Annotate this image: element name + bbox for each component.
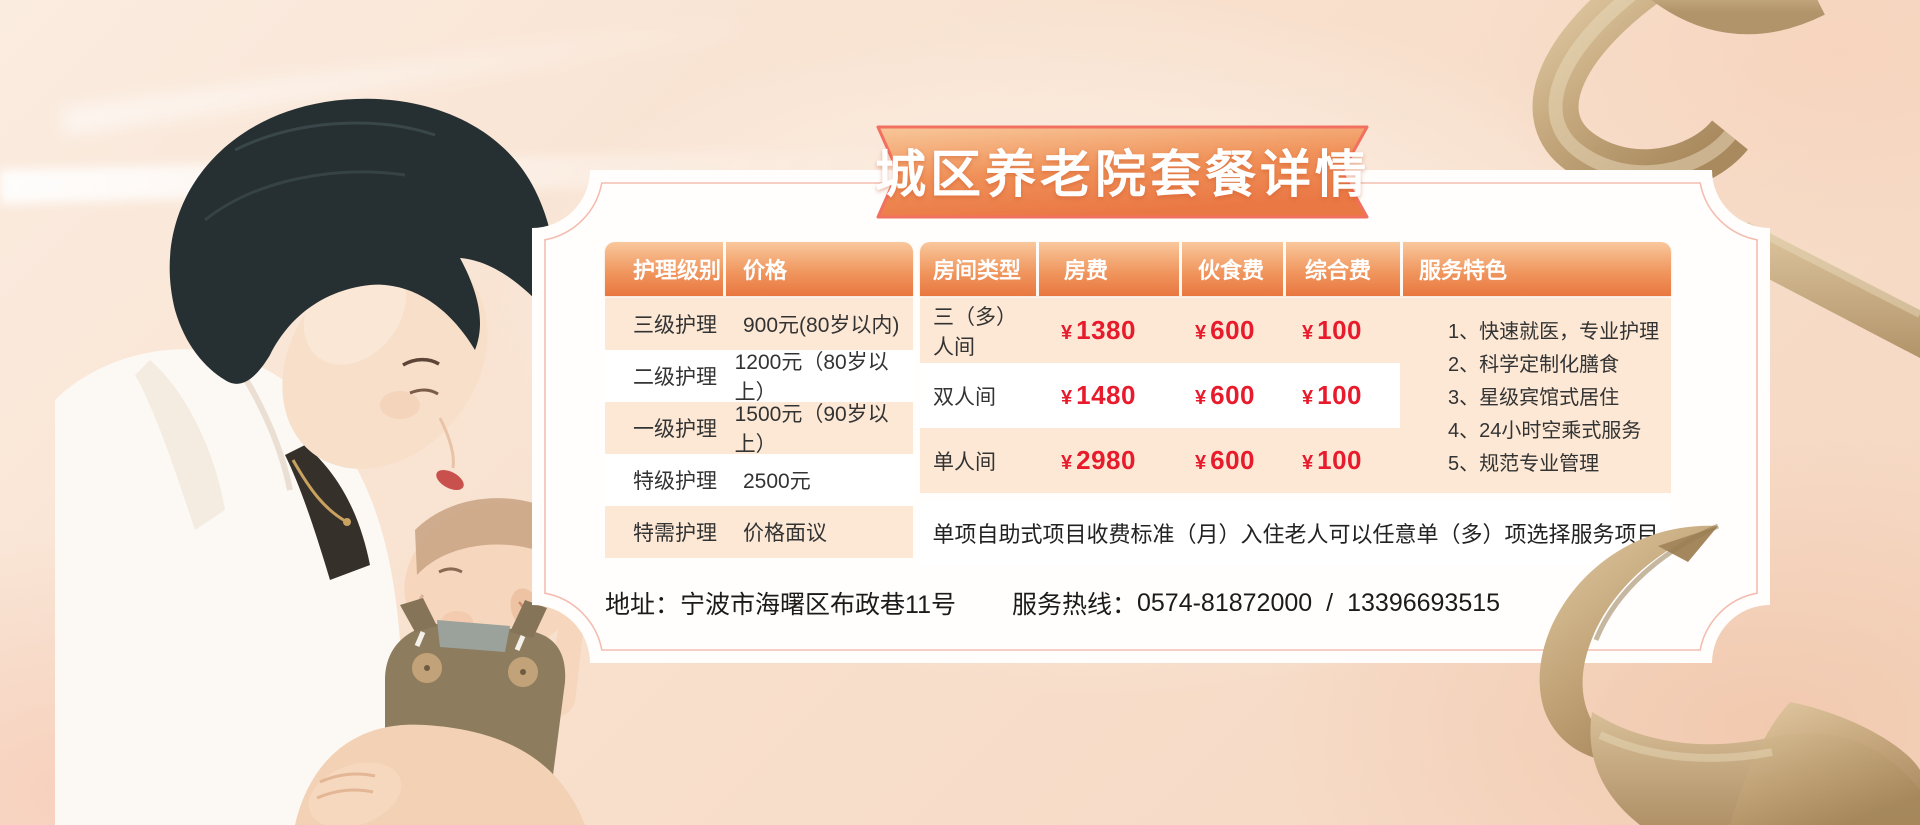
room-row: 单人间 ¥2980 ¥600 ¥100 <box>920 428 1400 493</box>
dark-shirt <box>285 445 370 580</box>
room-table-body: 三（多）人间 ¥1380 ¥600 ¥100 双人间 ¥1480 ¥600 ¥1… <box>920 298 1671 493</box>
room-row: 双人间 ¥1480 ¥600 ¥100 <box>920 363 1400 428</box>
caregiver-hair <box>169 98 555 384</box>
top-right-ribbon-curl <box>1532 0 1825 196</box>
phone-separator: / <box>1326 588 1334 617</box>
phone-number-2: 13396693515 <box>1347 588 1501 617</box>
yuan-sign: ¥ <box>1195 322 1207 344</box>
care-price-cell: 价格面议 <box>743 522 827 545</box>
phone-number-1: 0574-81872000 <box>1136 588 1313 617</box>
service-features-list: 1、快速就医，专业护理 2、科学定制化膳食 3、星级宾馆式居住 4、24小时空乘… <box>1448 316 1688 481</box>
feature-item: 3、星级宾馆式居住 <box>1448 387 1620 409</box>
pricing-note: 单项自助式项目收费标准（月）入住老人可以任意单（多）项选择服务项目 <box>920 500 1671 566</box>
care-level-cell: 二级护理 <box>633 366 717 389</box>
meal-fee-cell: ¥600 <box>1195 315 1256 345</box>
feature-item: 5、规范专业管理 <box>1448 453 1600 475</box>
misc-fee-cell: ¥100 <box>1302 315 1363 345</box>
room-fee-cell: ¥2980 <box>1061 445 1136 475</box>
care-row: 二级护理 1200元（80岁以上） <box>605 350 913 404</box>
room-header-misc-fee: 综合费 <box>1283 242 1400 296</box>
room-rows: 三（多）人间 ¥1380 ¥600 ¥100 双人间 ¥1480 ¥600 ¥1… <box>920 298 1400 493</box>
room-header-features: 服务特色 <box>1400 242 1671 296</box>
room-row: 三（多）人间 ¥1380 ¥600 ¥100 <box>920 298 1400 363</box>
yuan-sign: ¥ <box>1195 452 1207 474</box>
care-price-cell: 1500元（90岁以上） <box>734 403 889 456</box>
care-price-cell: 1200元（80岁以上） <box>734 351 889 404</box>
misc-fee-cell: ¥100 <box>1302 380 1363 410</box>
bottom-right-ribbon-curl <box>1539 523 1920 825</box>
yuan-sign: ¥ <box>1061 322 1073 344</box>
address-value: 宁波市海曙区布政巷11号 <box>680 591 956 619</box>
care-header-price: 价格 <box>723 242 913 296</box>
address-label: 地址： <box>605 591 681 619</box>
room-fee-cell: ¥1480 <box>1061 380 1136 410</box>
room-table-header: 房间类型 房费 伙食费 综合费 服务特色 <box>920 242 1671 296</box>
card-inner-line <box>544 182 1758 651</box>
care-row: 特需护理 价格面议 <box>605 506 913 558</box>
room-header-meal-fee: 伙食费 <box>1179 242 1283 296</box>
care-header-level: 护理级别 <box>633 258 722 283</box>
care-row: 特级护理 2500元 <box>605 454 913 506</box>
care-level-cell: 三级护理 <box>633 314 717 337</box>
yuan-sign: ¥ <box>1061 452 1073 474</box>
care-level-cell: 特需护理 <box>633 522 717 545</box>
hotline-label: 服务热线： <box>1011 591 1137 619</box>
yuan-sign: ¥ <box>1061 387 1073 409</box>
page-title: 城区养老院套餐详情 <box>875 148 1371 204</box>
meal-fee-cell: ¥600 <box>1195 380 1256 410</box>
room-header-room-fee: 房费 <box>1036 242 1179 296</box>
diagonal-ribbon-band <box>1736 222 1920 358</box>
yuan-sign: ¥ <box>1302 452 1314 474</box>
yuan-sign: ¥ <box>1302 387 1314 409</box>
room-table: 房间类型 房费 伙食费 综合费 服务特色 三（多）人间 ¥1380 ¥600 ¥… <box>920 242 1671 493</box>
care-price-cell: 2500元 <box>743 470 811 493</box>
feature-item: 1、快速就医，专业护理 <box>1448 321 1660 343</box>
lips <box>436 470 464 490</box>
feature-item: 2、科学定制化膳食 <box>1448 354 1620 376</box>
care-level-cell: 特级护理 <box>633 470 717 493</box>
yuan-sign: ¥ <box>1302 322 1314 344</box>
care-price-cell: 900元(80岁以内) <box>743 314 900 337</box>
room-type-cell: 单人间 <box>933 450 996 474</box>
title-ribbon <box>876 125 1369 219</box>
care-table-header: 护理级别 价格 <box>605 242 913 296</box>
care-row: 一级护理 1500元（90岁以上） <box>605 402 913 456</box>
contact-line: 地址： 宁波市海曙区布政巷11号 服务热线： 0574-81872000 / 1… <box>605 586 1725 620</box>
meal-fee-cell: ¥600 <box>1195 445 1256 475</box>
caregiver-baby-photo <box>55 98 585 825</box>
room-row-white-stripe <box>920 363 1400 428</box>
care-table-body: 三级护理 900元(80岁以内) 二级护理 1200元（80岁以上） 一级护理 … <box>605 298 913 558</box>
misc-fee-cell: ¥100 <box>1302 445 1363 475</box>
yuan-sign: ¥ <box>1195 387 1207 409</box>
care-level-cell: 一级护理 <box>633 418 717 441</box>
room-fee-cell: ¥1380 <box>1061 315 1136 345</box>
room-type-cell: 双人间 <box>933 385 996 409</box>
feature-item: 4、24小时空乘式服务 <box>1448 420 1642 442</box>
care-table: 护理级别 价格 三级护理 900元(80岁以内) 二级护理 1200元（80岁以… <box>605 242 913 558</box>
room-type-cell: 三（多）人间 <box>933 305 1017 359</box>
care-row: 三级护理 900元(80岁以内) <box>605 298 913 350</box>
necklace <box>291 459 348 524</box>
room-header-type: 房间类型 <box>933 258 1022 283</box>
